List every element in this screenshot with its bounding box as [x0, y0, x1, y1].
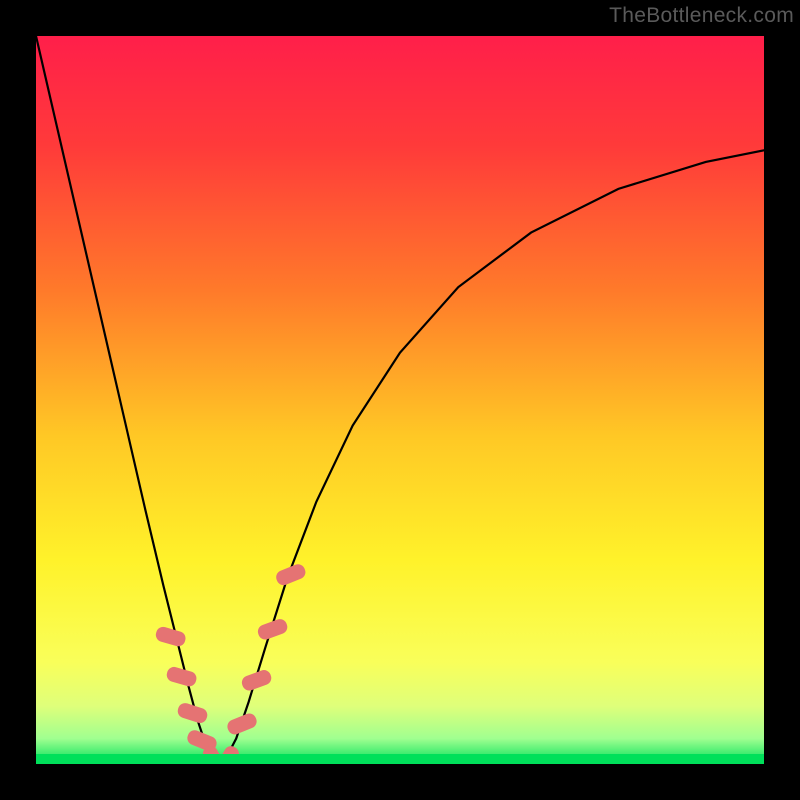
plot-area [36, 36, 764, 764]
marker-point [256, 617, 289, 641]
marker-point [240, 668, 273, 692]
watermark-text: TheBottleneck.com [609, 4, 794, 28]
figure-root: TheBottleneck.com [0, 0, 800, 800]
marker-point [165, 665, 198, 688]
plot-svg [36, 36, 764, 764]
bottom-accent-band [36, 754, 764, 764]
bottleneck-curve [36, 36, 764, 764]
marker-point [225, 711, 258, 736]
marker-point [154, 625, 187, 648]
